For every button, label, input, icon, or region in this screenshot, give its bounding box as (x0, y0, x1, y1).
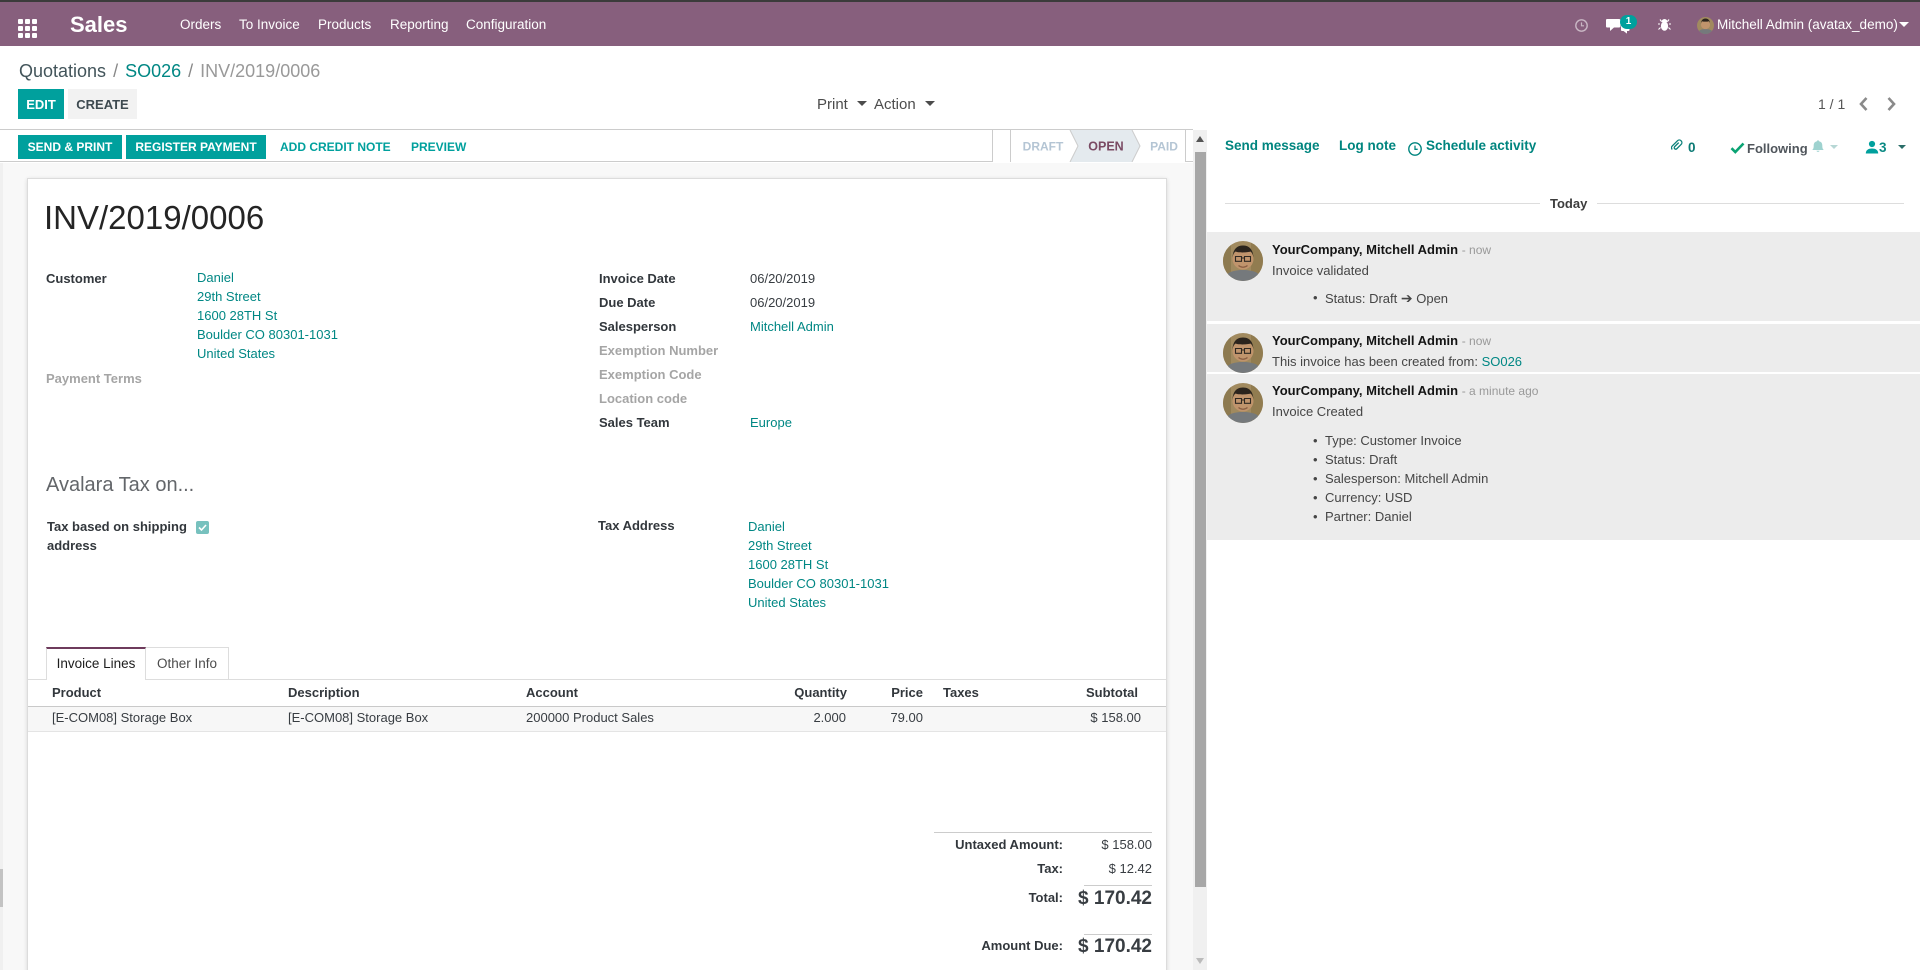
svg-text:PAID: PAID (1150, 140, 1178, 154)
svg-text:DRAFT: DRAFT (1023, 140, 1064, 154)
svg-text:OPEN: OPEN (1088, 140, 1123, 154)
